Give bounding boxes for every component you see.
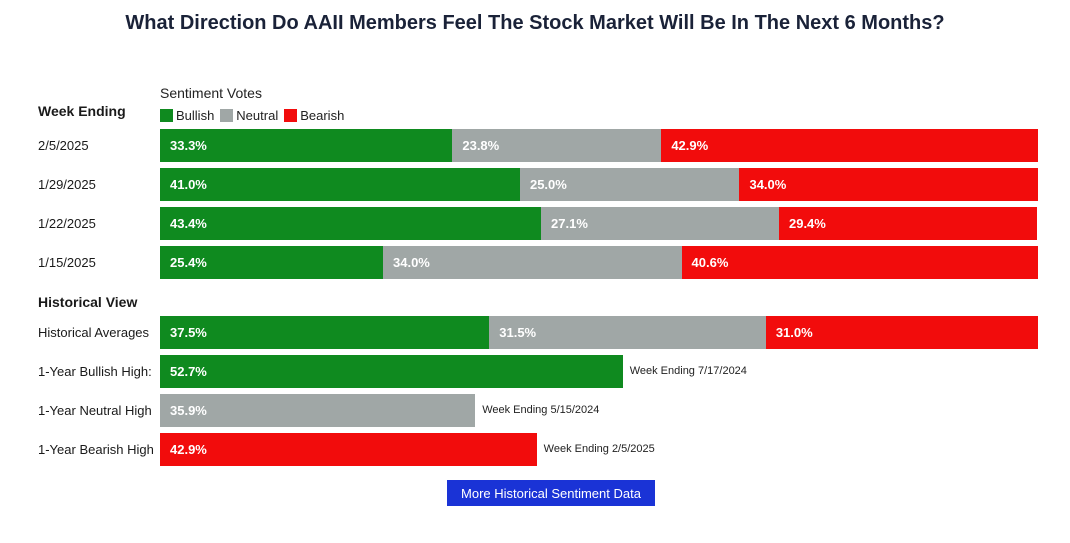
week-ending-heading: Week Ending [38, 103, 126, 119]
legend-item-bearish: Bearish [284, 108, 344, 123]
bar-segment-bearish: 29.4% [778, 207, 1038, 240]
week-label: 2/5/2025 [38, 138, 89, 153]
bearish-high-label: 1-Year Bearish High [38, 442, 154, 457]
bar-segment-neutral: 34.0% [383, 246, 682, 279]
neutral-high-bar-row: 35.9% [160, 394, 476, 427]
bearish-high-date-note: Week Ending 2/5/2025 [543, 443, 655, 455]
historical-averages-bar-row: 37.5% 31.5% 31.0% [160, 316, 1038, 349]
bar-segment-bullish: 41.0% [160, 168, 520, 201]
bar-segment-bullish: 43.4% [160, 207, 542, 240]
bar-segment-bearish: 42.9% [661, 129, 1038, 162]
historical-averages-label: Historical Averages [38, 325, 150, 340]
bullish-high-date-note: Week Ending 7/17/2024 [629, 365, 747, 377]
bar-segment-bullish: 25.4% [160, 246, 383, 279]
bullish-high-label: 1-Year Bullish High: [38, 364, 152, 379]
bar-segment-neutral: 25.0% [519, 168, 740, 201]
chart-title: What Direction Do AAII Members Feel The … [125, 12, 945, 34]
week-label: 1/22/2025 [38, 216, 96, 231]
bar-segment-bullish: 33.3% [160, 129, 453, 162]
legend-item-bullish: Bullish [160, 108, 214, 123]
bar-segment-neutral: 23.8% [452, 129, 662, 162]
legend-swatch-neutral [220, 109, 234, 122]
bar-segment-neutral: 35.9% [160, 394, 476, 427]
week-label: 1/29/2025 [38, 177, 96, 192]
bar-segment-bullish: 37.5% [160, 316, 490, 349]
legend-item-neutral: Neutral [220, 108, 278, 123]
bullish-high-bar-row: 52.7% [160, 355, 623, 388]
bar-segment-bearish: 34.0% [739, 168, 1038, 201]
week-label: 1/15/2025 [38, 255, 96, 270]
neutral-high-date-note: Week Ending 5/15/2024 [482, 404, 600, 416]
week-bar-row: 33.3% 23.8% 42.9% [160, 129, 1038, 162]
bar-segment-neutral: 31.5% [489, 316, 766, 349]
bearish-high-bar-row: 42.9% [160, 433, 537, 466]
neutral-high-label: 1-Year Neutral High [38, 403, 152, 418]
bar-segment-bullish: 52.7% [160, 355, 623, 388]
legend-label-neutral: Neutral [236, 108, 279, 123]
week-bar-row: 41.0% 25.0% 34.0% [160, 168, 1038, 201]
legend-swatch-bearish [284, 109, 298, 122]
bar-segment-bearish: 42.9% [160, 433, 537, 466]
more-historical-data-button[interactable]: More Historical Sentiment Data [447, 480, 655, 506]
historical-view-heading: Historical View [38, 294, 138, 310]
legend: Bullish Neutral Bearish [160, 108, 350, 123]
legend-swatch-bullish [160, 109, 173, 122]
bar-segment-bearish: 31.0% [765, 316, 1038, 349]
week-bar-row: 43.4% 27.1% 29.4% [160, 207, 1038, 240]
legend-heading: Sentiment Votes [160, 85, 262, 101]
legend-label-bullish: Bullish [176, 108, 215, 123]
bar-segment-bearish: 40.6% [681, 246, 1038, 279]
week-bar-row: 25.4% 34.0% 40.6% [160, 246, 1038, 279]
legend-label-bearish: Bearish [300, 108, 345, 123]
bar-segment-neutral: 27.1% [541, 207, 779, 240]
